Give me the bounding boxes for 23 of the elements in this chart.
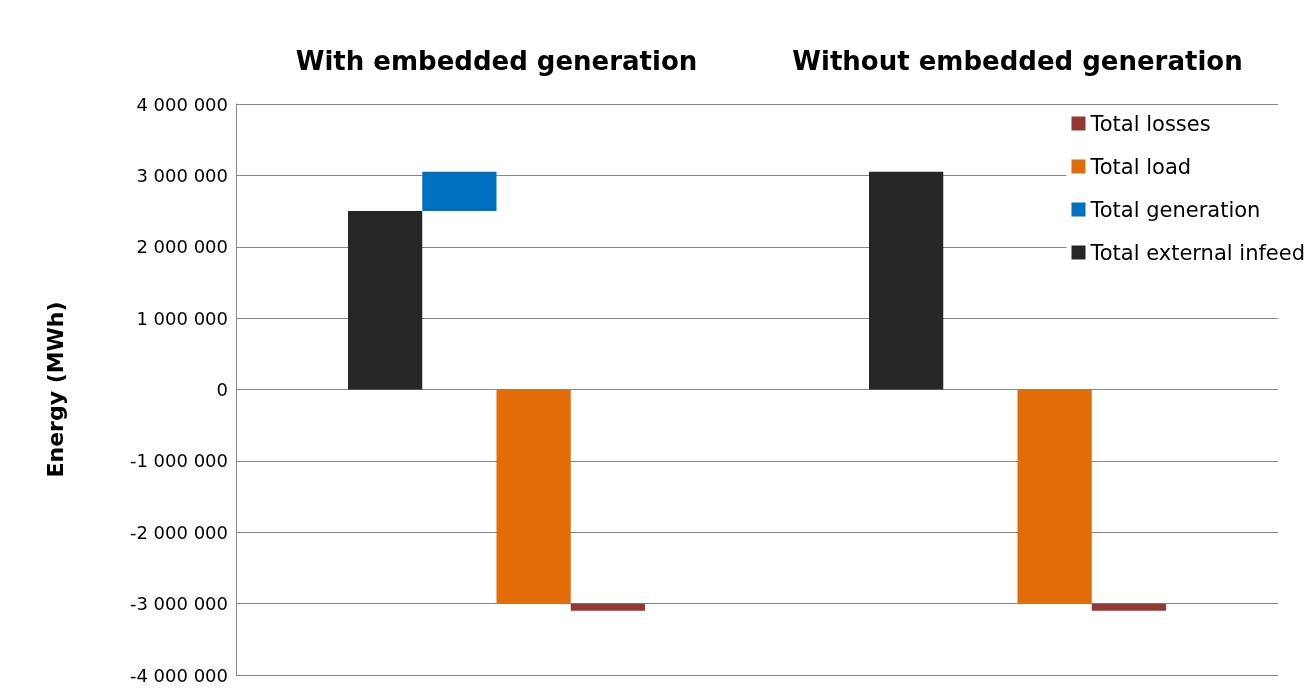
bar [570, 603, 645, 611]
y-tick-label: -3 000 000 [129, 593, 228, 615]
y-tick-label: 1 000 000 [136, 307, 228, 329]
bar [869, 171, 944, 390]
y-tick-label: 4 000 000 [136, 93, 228, 115]
bar [348, 211, 423, 390]
x-tick-label: Without embedded generation [792, 46, 1243, 76]
y-tick-label: -4 000 000 [129, 664, 228, 686]
legend-label: Total load [1089, 154, 1192, 179]
y-tick-label: -1 000 000 [129, 450, 228, 472]
y-tick-label: 3 000 000 [136, 164, 228, 186]
x-tick-label: With embedded generation [295, 46, 698, 76]
y-axis-title: Energy (MWh) [42, 301, 68, 478]
legend-label: Total external infeed [1089, 240, 1305, 265]
bar [1017, 389, 1092, 604]
bar [1091, 603, 1166, 611]
y-tick-label: 2 000 000 [136, 236, 228, 258]
y-tick-label: 0 [216, 379, 228, 400]
legend-label: Total losses [1089, 111, 1211, 136]
bar [422, 171, 497, 212]
legend-label: Total generation [1089, 197, 1261, 222]
y-tick-label: -2 000 000 [129, 521, 228, 543]
bar [496, 389, 571, 604]
